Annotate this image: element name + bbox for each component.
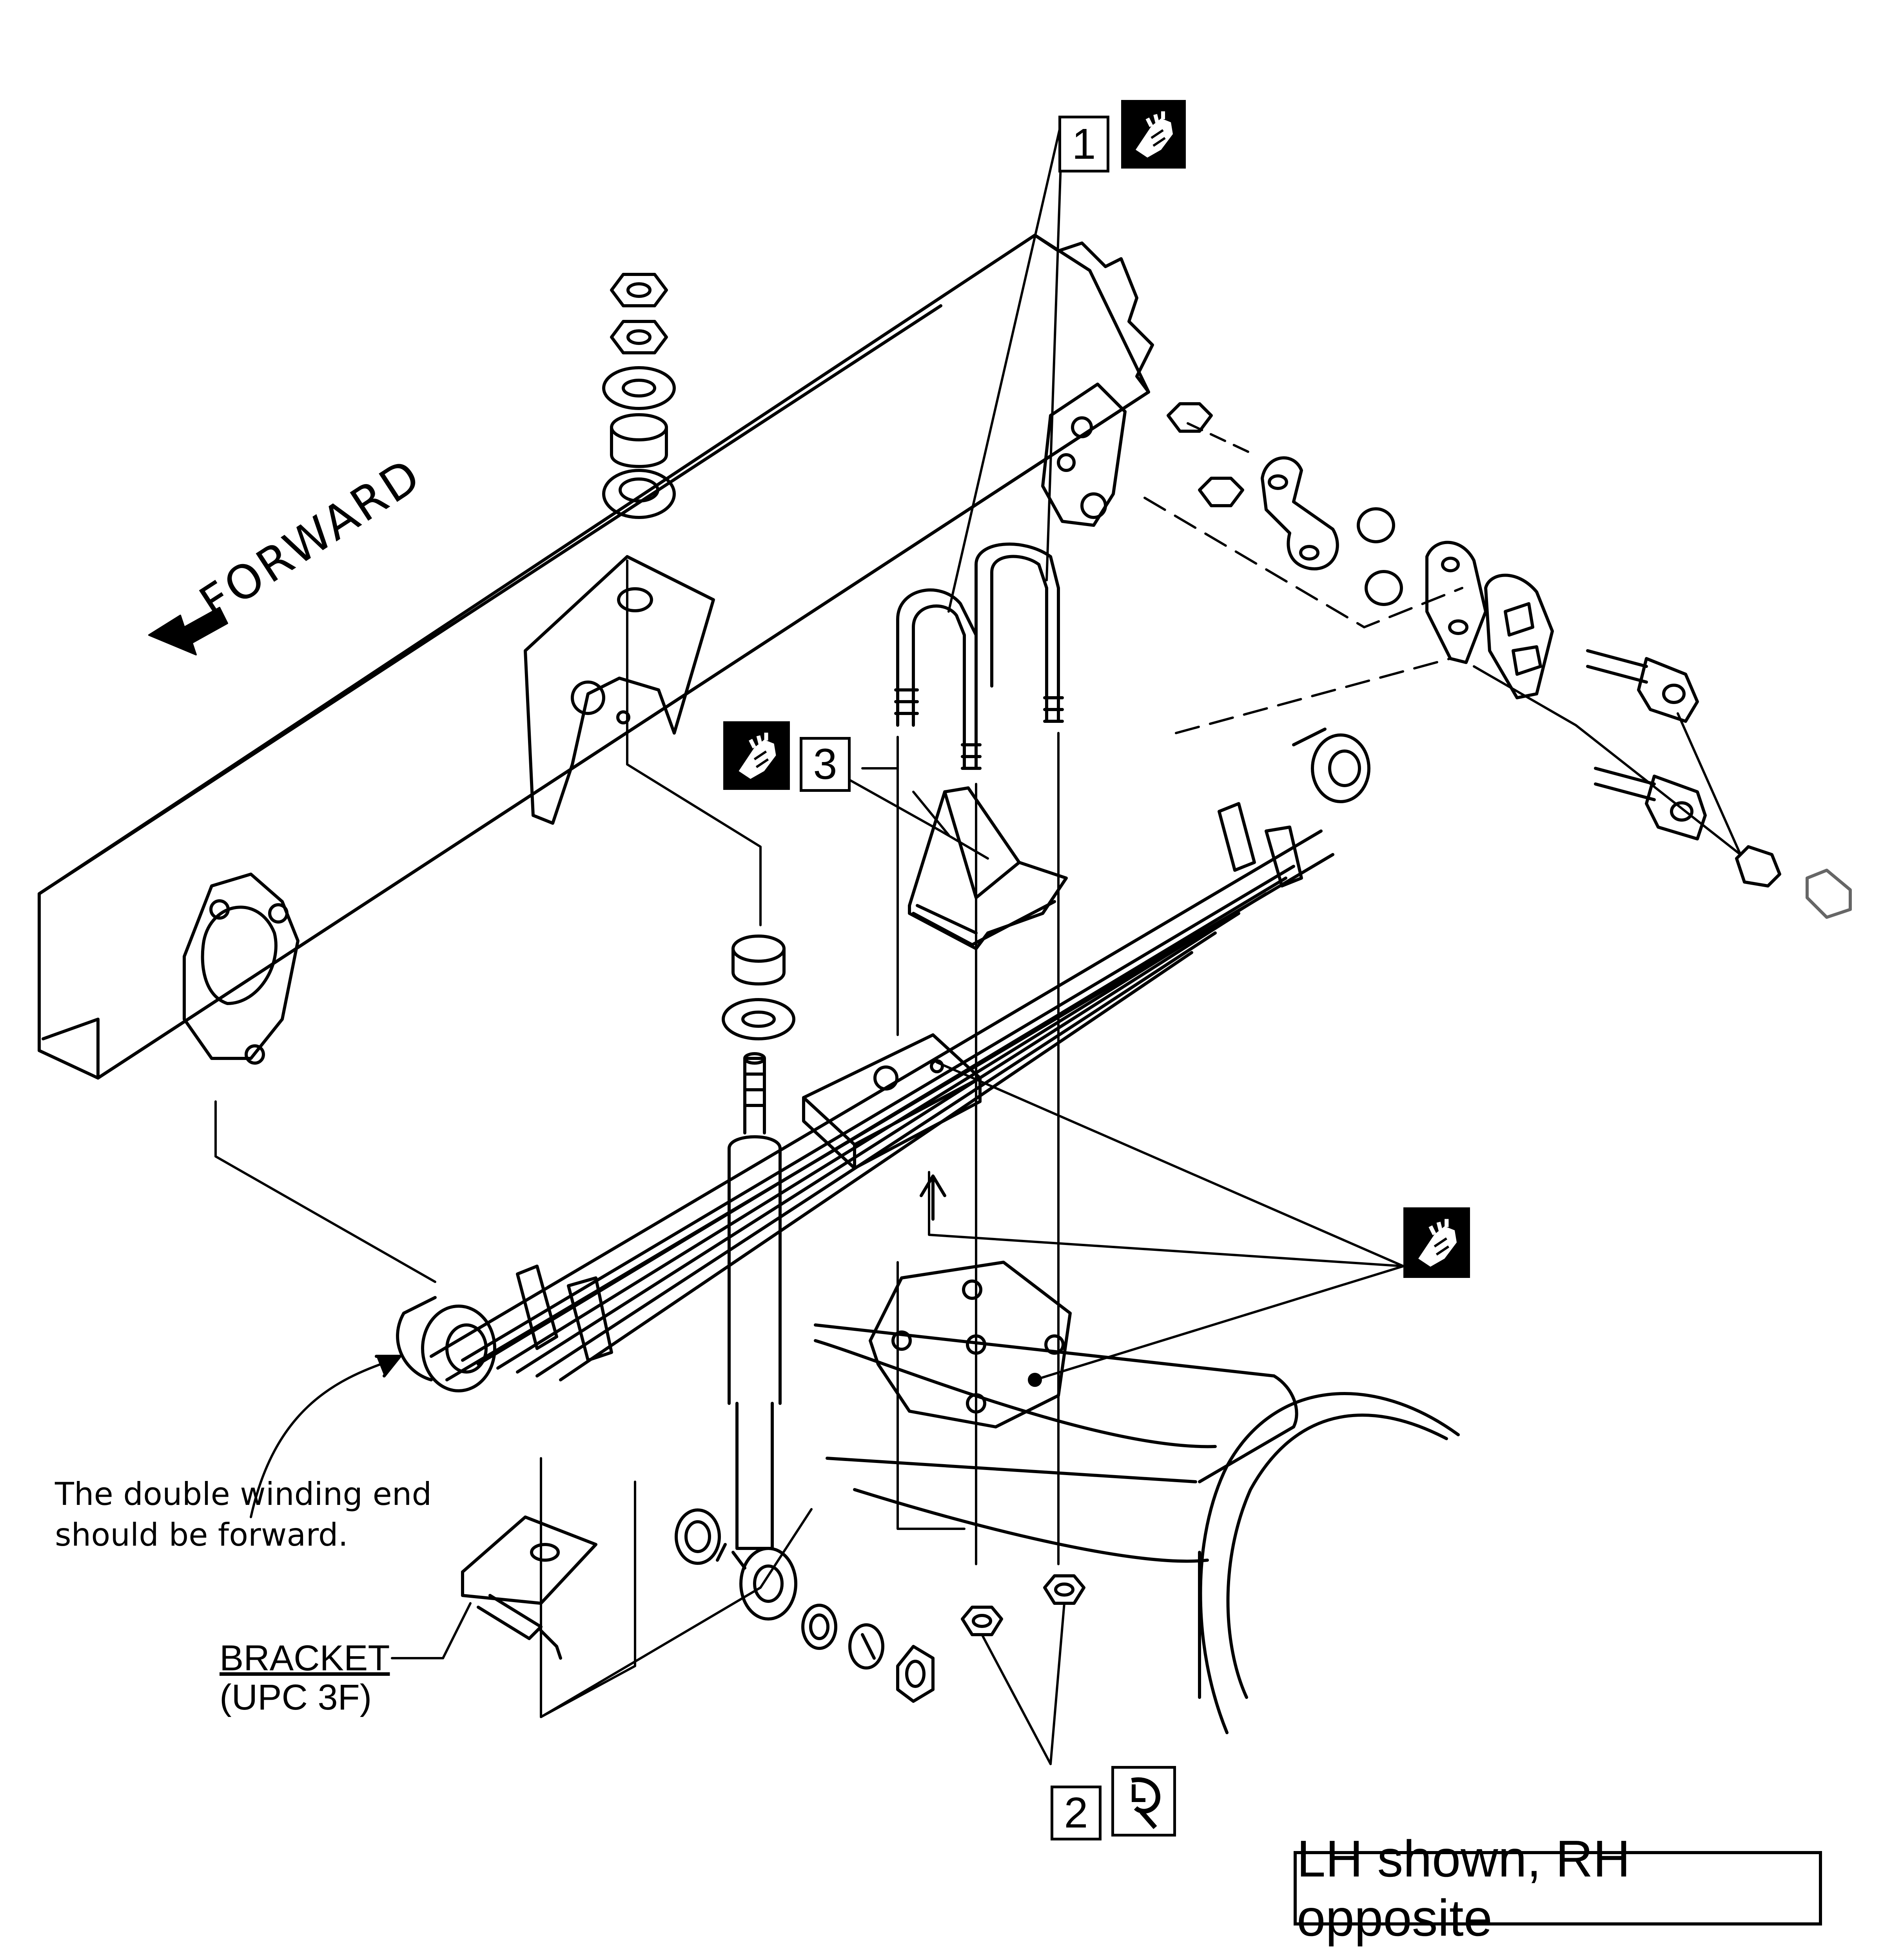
forward-arrow-icon bbox=[148, 607, 228, 655]
bracket-code: (UPC 3F) bbox=[220, 1677, 372, 1717]
axle-spring-seat bbox=[869, 1261, 1072, 1428]
torque-wrench-glyph bbox=[1131, 1777, 1160, 1829]
grease-hand-glyph bbox=[739, 733, 776, 779]
spring-seat-pad bbox=[802, 1033, 982, 1170]
arrow-up-indicator bbox=[920, 1174, 946, 1221]
note-arrowhead bbox=[375, 1355, 401, 1377]
bracket-name: BRACKET bbox=[220, 1638, 390, 1678]
callout-item-1: 1 bbox=[1058, 116, 1109, 172]
front-spring-hanger bbox=[183, 873, 299, 1065]
grease-hand-glyph bbox=[1136, 111, 1173, 158]
view-note-text: LH shown, RH opposite bbox=[1297, 1830, 1630, 1947]
rear-shackle bbox=[1167, 402, 1852, 919]
note-line-2: should be forward. bbox=[55, 1517, 348, 1553]
shock-lower-hardware bbox=[675, 1508, 935, 1703]
frame-rail bbox=[38, 234, 1154, 1080]
u-bolts bbox=[894, 543, 1064, 770]
shock-bushing bbox=[722, 935, 795, 1040]
rear-shackle-bracket bbox=[1041, 383, 1127, 527]
callout-item-2: 2 bbox=[1051, 1786, 1102, 1840]
grease-hand-icon bbox=[1403, 1207, 1470, 1278]
grease-hand-icon bbox=[723, 721, 790, 790]
note-line-1: The double winding end bbox=[55, 1476, 432, 1512]
shock-lower-bracket bbox=[461, 1515, 597, 1660]
assembly-leader-lines bbox=[214, 116, 1742, 1765]
shock-absorber bbox=[716, 1052, 797, 1621]
u-bolt-nuts bbox=[961, 1574, 1085, 1636]
bump-stopper bbox=[908, 786, 1068, 950]
grease-hand-icon bbox=[1121, 100, 1186, 169]
shock-upper-hardware bbox=[602, 273, 676, 519]
shock-upper-bracket bbox=[524, 555, 715, 825]
callout-item-3: 3 bbox=[800, 737, 851, 792]
double-winding-note: The double winding end should be forward… bbox=[55, 1474, 432, 1555]
rear-axle-housing bbox=[814, 1323, 1460, 1734]
bracket-label: BRACKET (UPC 3F) bbox=[220, 1639, 390, 1717]
grease-hand-glyph bbox=[1418, 1219, 1457, 1267]
torque-wrench-icon bbox=[1111, 1766, 1176, 1837]
view-note-box: LH shown, RH opposite bbox=[1294, 1830, 1822, 1947]
